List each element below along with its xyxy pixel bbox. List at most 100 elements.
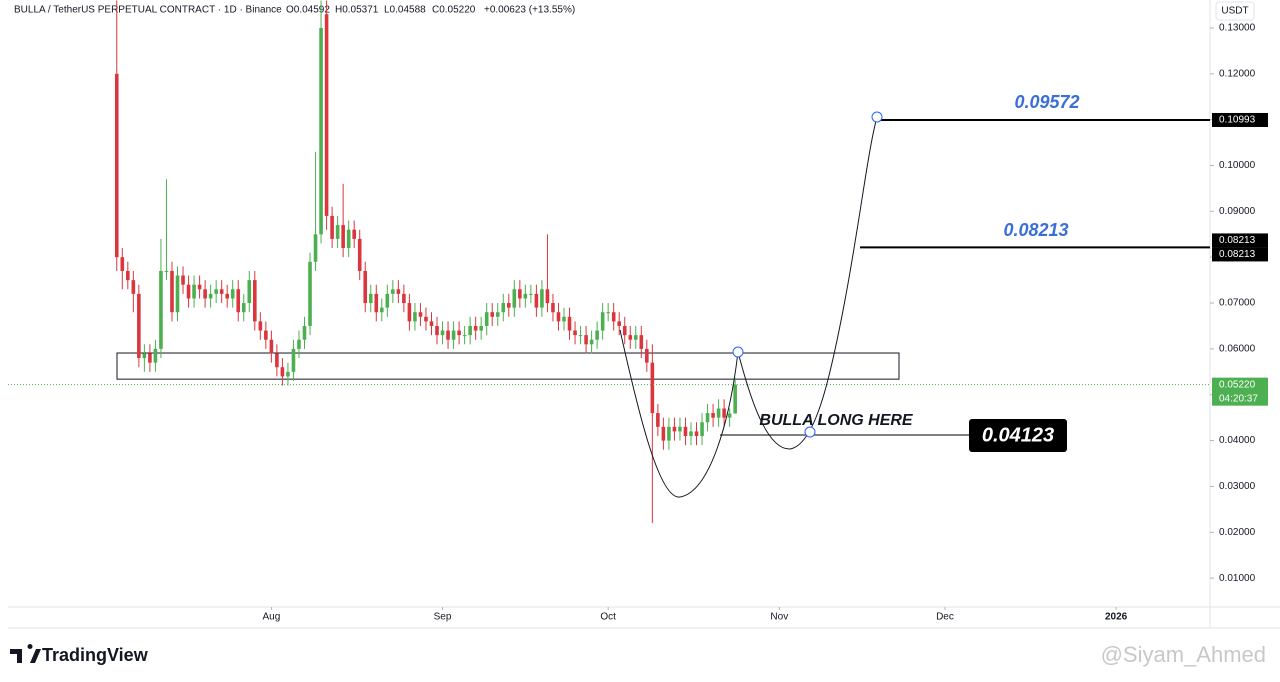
candle-body	[429, 321, 434, 326]
candle-body	[368, 293, 373, 304]
candle-body	[291, 348, 296, 372]
ohlc-high: H0.05371	[335, 5, 379, 16]
candle-body	[114, 73, 119, 258]
candle-body	[440, 330, 445, 336]
candle-body	[379, 307, 384, 313]
candle-body	[352, 229, 356, 239]
candle-body	[457, 330, 461, 336]
candle-body	[120, 257, 125, 271]
candle-body	[402, 293, 406, 304]
candle-body	[645, 348, 649, 363]
currency[interactable]: USDT	[1221, 6, 1248, 17]
candle-body	[573, 330, 577, 336]
candle-body	[330, 215, 334, 239]
candle-body	[622, 325, 627, 336]
candle-body	[639, 335, 644, 349]
x-tick-label: 2026	[1105, 612, 1128, 623]
candle-body	[716, 408, 721, 418]
support-zone	[116, 352, 900, 380]
candle-body	[589, 339, 594, 345]
candle-body	[468, 325, 472, 336]
candle-body	[236, 289, 241, 313]
candle-body	[534, 293, 539, 308]
candle-body	[672, 426, 677, 432]
currency-box[interactable]	[1215, 1, 1255, 21]
ohlc-close: C0.05220	[432, 5, 476, 16]
candle-body	[567, 316, 572, 331]
candle-body	[462, 335, 467, 337]
candle-body	[208, 293, 213, 299]
y-tick-label: 0.03000	[1219, 481, 1256, 492]
target-label: 0.08213	[1003, 220, 1068, 240]
candle-body	[562, 316, 566, 322]
candle-body	[170, 270, 174, 313]
candle-body	[225, 293, 229, 299]
x-tick-label: Sep	[434, 612, 452, 623]
anchor-point[interactable]	[732, 346, 744, 358]
candle-body	[661, 426, 666, 441]
ohlc-open: O0.04592	[286, 5, 330, 16]
candle-body	[186, 284, 191, 299]
candle-body	[297, 339, 301, 349]
level-badge-bg	[1212, 233, 1268, 248]
y-tick-label: 0.10000	[1219, 160, 1256, 171]
brand: TradingView	[42, 645, 149, 665]
candle-body	[313, 234, 318, 262]
candle-body	[628, 335, 633, 340]
candle-body	[302, 325, 307, 340]
candle-body	[247, 280, 252, 304]
candle-body	[595, 330, 599, 340]
countdown: 04:20:37	[1219, 393, 1258, 404]
x-tick-label: Aug	[262, 612, 280, 623]
candle-body	[694, 431, 699, 436]
candle-body	[241, 303, 246, 313]
y-tick-label: 0.06000	[1219, 344, 1256, 355]
candle-body	[512, 289, 517, 308]
legend: BULLA / TetherUS PERPETUAL CONTRACT · 1D…	[14, 5, 575, 16]
candle-body	[286, 371, 290, 377]
candle-body	[253, 280, 257, 322]
candle-body	[600, 312, 605, 331]
candle-body	[264, 330, 268, 340]
entry-label: 0.04123	[982, 424, 1054, 446]
candle-body	[385, 293, 390, 308]
candle-body	[501, 303, 506, 313]
candle-body	[126, 270, 130, 281]
candle-body	[280, 367, 285, 377]
entry-box	[969, 419, 1067, 452]
candle-body	[219, 289, 224, 294]
candle-body	[705, 413, 710, 423]
candle-body	[413, 312, 417, 322]
anchor-point[interactable]	[871, 111, 883, 123]
ohlc-low: L0.04588	[384, 5, 426, 16]
projection-path	[619, 116, 878, 498]
level-badge-bg	[1212, 247, 1268, 262]
candle-body	[506, 303, 511, 308]
candle-body	[479, 325, 483, 331]
y-tick-label: 0.13000	[1219, 23, 1256, 34]
watermark: @Siyam_Ahmed	[1101, 642, 1266, 667]
candle-body	[148, 353, 152, 363]
target-label: 0.09572	[1014, 92, 1079, 112]
candle-body	[197, 284, 202, 290]
candle-body	[424, 316, 428, 322]
candle-body	[700, 422, 704, 436]
candle-body	[484, 312, 489, 326]
candle-body	[633, 335, 638, 340]
candle-body	[556, 312, 561, 322]
candle-body	[164, 270, 169, 272]
candle-body	[319, 27, 323, 235]
candle-body	[374, 293, 379, 313]
y-tick-label: 0.12000	[1219, 68, 1256, 79]
anchor-point[interactable]	[804, 426, 816, 438]
candle-body	[275, 353, 279, 368]
level-badge: 0.08213	[1219, 235, 1256, 246]
candle-body	[131, 280, 136, 294]
candle-body	[611, 312, 616, 322]
level-badge: 0.08213	[1219, 249, 1256, 260]
candle-body	[733, 384, 737, 414]
entry-note: BULLA LONG HERE	[759, 412, 914, 429]
candle-body	[667, 426, 671, 441]
candle-body	[258, 321, 263, 331]
last-price-bg	[1212, 377, 1268, 406]
